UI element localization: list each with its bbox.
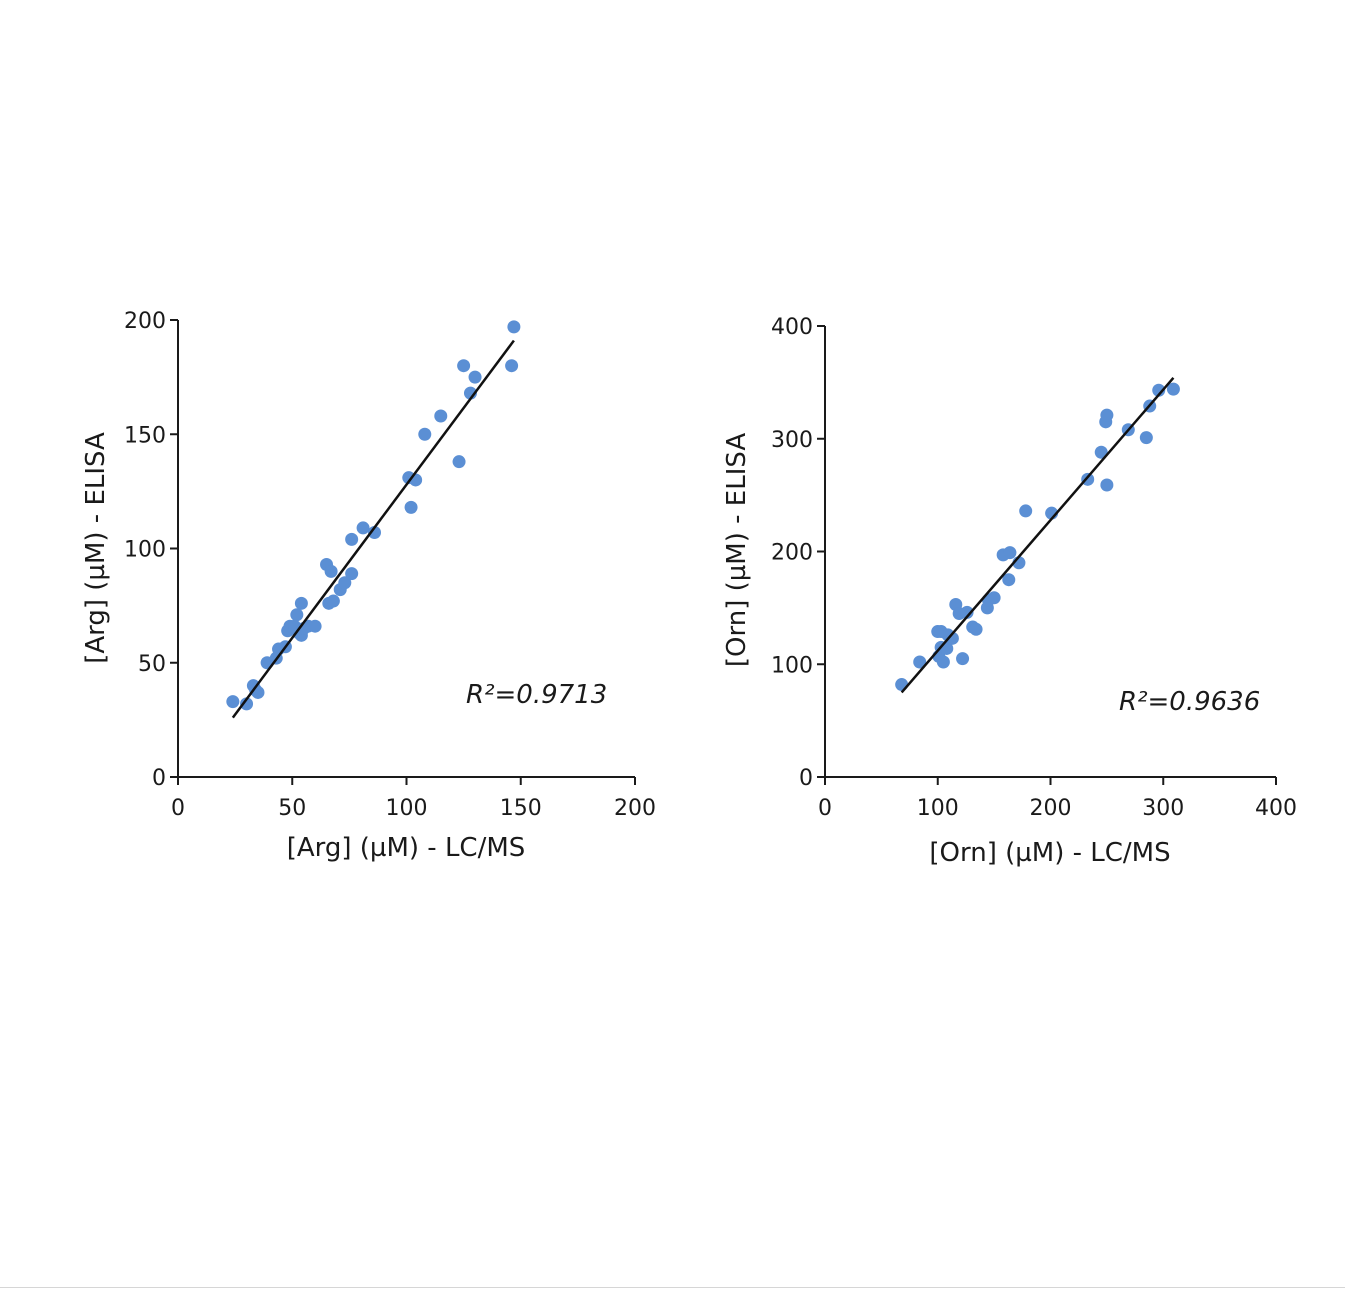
y-tick-label: 400	[771, 315, 813, 340]
data-point	[290, 608, 304, 622]
data-point	[345, 567, 359, 581]
data-point	[895, 678, 909, 692]
y-tick-label: 0	[799, 766, 813, 791]
x-tick-label: 0	[818, 796, 832, 821]
y-tick-label: 100	[771, 653, 813, 678]
x-tick-label: 0	[171, 796, 185, 821]
regression-line	[900, 377, 1175, 694]
data-point	[404, 500, 418, 514]
chart-orn: 0 100 200 300 400 0 100 200 300 400 [Orn] (µM) -…	[722, 315, 1297, 868]
chart-arg: 0 50 100 150 200 0 50 100 150 200 [Arg] (µM) - L…	[81, 309, 656, 863]
data-point	[1002, 573, 1016, 587]
x-tick-label: 200	[1030, 796, 1072, 821]
data-point	[1100, 408, 1114, 422]
data-point	[338, 576, 352, 590]
data-point	[226, 695, 240, 709]
data-point	[240, 697, 254, 711]
data-point	[1094, 445, 1108, 459]
x-ticks: 0 100 200 300 400	[818, 777, 1297, 821]
data-point	[1003, 546, 1017, 560]
data-points	[226, 320, 521, 711]
data-point	[1100, 478, 1114, 492]
y-tick-label: 0	[152, 766, 166, 791]
x-axis-title: [Arg] (µM) - LC/MS	[287, 833, 526, 863]
bottom-divider	[0, 1287, 1345, 1288]
y-tick-label: 50	[138, 652, 166, 677]
data-point	[987, 591, 1001, 605]
y-ticks: 0 100 200 300 400	[771, 315, 825, 791]
data-point	[452, 455, 466, 469]
regression-line	[231, 339, 515, 719]
x-tick-label: 300	[1142, 796, 1184, 821]
data-point	[434, 409, 448, 423]
y-axis-title: [Orn] (µM) - ELISA	[722, 433, 752, 667]
data-point	[468, 370, 482, 384]
x-ticks: 0 50 100 150 200	[171, 777, 656, 821]
data-point	[326, 594, 340, 608]
data-point	[1166, 382, 1180, 396]
data-point	[1139, 431, 1153, 445]
y-ticks: 0 50 100 150 200	[124, 309, 178, 791]
r-squared-annotation: R²=0.9713	[466, 680, 607, 710]
x-tick-label: 50	[278, 796, 306, 821]
data-point	[1152, 383, 1166, 397]
data-point	[1019, 504, 1033, 518]
data-point	[294, 596, 308, 610]
data-point	[324, 564, 338, 578]
r-squared-annotation: R²=0.9636	[1119, 687, 1260, 717]
x-tick-label: 100	[386, 796, 428, 821]
x-tick-label: 200	[614, 796, 656, 821]
y-axis-title: [Arg] (µM) - ELISA	[81, 432, 111, 664]
data-point	[913, 655, 927, 669]
data-point	[418, 427, 432, 441]
data-point	[956, 652, 970, 666]
data-point	[457, 359, 471, 373]
x-tick-label: 400	[1255, 796, 1297, 821]
x-tick-label: 100	[917, 796, 959, 821]
y-tick-label: 100	[124, 538, 166, 563]
data-point	[960, 605, 974, 619]
data-point	[505, 359, 519, 373]
y-tick-label: 300	[771, 428, 813, 453]
data-point	[945, 631, 959, 645]
y-tick-label: 150	[124, 423, 166, 448]
data-point	[308, 619, 322, 633]
data-point	[345, 532, 359, 546]
data-point	[356, 521, 370, 535]
data-point	[936, 655, 950, 669]
x-axis-title: [Orn] (µM) - LC/MS	[929, 838, 1170, 868]
data-point	[969, 622, 983, 636]
data-point	[368, 526, 382, 540]
data-point	[507, 320, 521, 334]
y-tick-label: 200	[771, 541, 813, 566]
x-tick-label: 150	[500, 796, 542, 821]
y-tick-label: 200	[124, 309, 166, 334]
